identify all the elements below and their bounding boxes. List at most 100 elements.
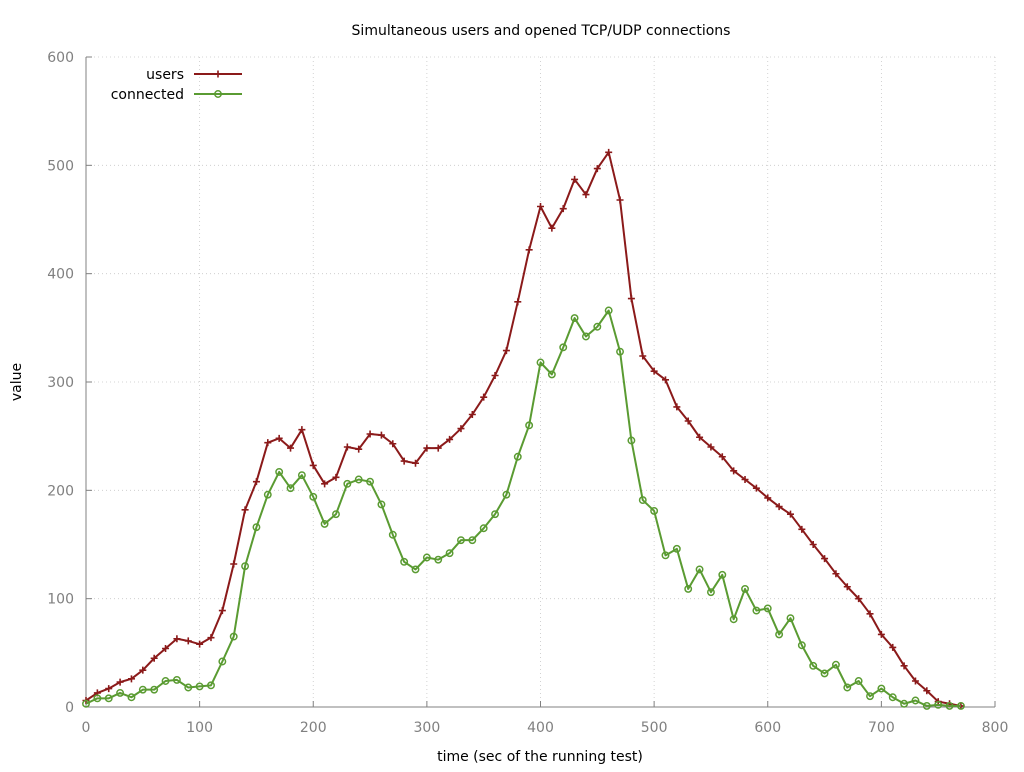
- connected-point: [900, 699, 909, 708]
- connected-point: [752, 606, 761, 615]
- x-tick-label: 100: [186, 720, 213, 736]
- users-point: [627, 295, 635, 303]
- users-point: [150, 654, 158, 662]
- series-users: [82, 148, 965, 710]
- users-point: [207, 634, 215, 642]
- connected-point: [366, 477, 375, 486]
- connected-point: [866, 692, 874, 701]
- connected-point: [491, 510, 499, 519]
- users-point: [775, 503, 783, 511]
- connected-point: [195, 682, 204, 691]
- connected-point: [604, 306, 613, 315]
- users-point: [730, 467, 738, 475]
- x-tick-label: 800: [982, 720, 1009, 736]
- connected-point: [184, 683, 193, 692]
- users-point: [673, 403, 681, 411]
- users-point: [162, 645, 170, 652]
- y-tick-label: 400: [47, 267, 74, 283]
- legend-item-connected: connected: [111, 87, 242, 103]
- connected-point: [661, 551, 670, 560]
- connected-point: [161, 677, 170, 685]
- users-point: [889, 643, 897, 651]
- users-point: [446, 435, 454, 443]
- connected-point: [309, 492, 318, 501]
- users-point: [877, 630, 885, 638]
- users-point: [809, 541, 817, 548]
- connected-point: [775, 630, 784, 639]
- users-point: [389, 440, 397, 448]
- connected-point: [559, 343, 568, 352]
- connected-point: [911, 696, 920, 705]
- connected-point: [570, 314, 579, 323]
- connected-point: [547, 370, 556, 379]
- users-point: [593, 165, 601, 173]
- users-point: [855, 595, 863, 603]
- connected-point: [422, 553, 431, 562]
- users-point: [548, 224, 556, 232]
- y-tick-label: 300: [47, 375, 74, 391]
- legend-label: users: [146, 67, 184, 83]
- connected-point: [718, 570, 727, 579]
- connected-point: [854, 677, 863, 685]
- users-point: [525, 246, 533, 254]
- users-point: [184, 637, 192, 645]
- users-point: [616, 196, 624, 204]
- connected-point: [150, 685, 159, 694]
- users-point: [252, 478, 260, 486]
- connected-point: [400, 557, 409, 566]
- users-point: [514, 298, 522, 306]
- users-point: [139, 666, 147, 674]
- users-point: [650, 367, 658, 375]
- grid: [85, 56, 996, 708]
- connected-point: [445, 549, 454, 558]
- connected-point: [457, 536, 465, 545]
- users-point: [127, 675, 135, 683]
- connected-point: [536, 358, 545, 367]
- x-tick-label: 600: [754, 720, 781, 736]
- connected-point: [127, 693, 136, 702]
- y-tick-label: 200: [47, 483, 74, 499]
- connected-point: [275, 467, 284, 476]
- connected-point: [809, 661, 818, 670]
- users-point: [218, 607, 226, 615]
- users-point: [502, 347, 510, 355]
- connected-point: [263, 490, 272, 499]
- connected-point: [468, 536, 477, 545]
- users-point: [821, 555, 829, 563]
- users-point: [230, 560, 238, 568]
- connected-point: [888, 693, 897, 702]
- connected-point: [672, 544, 681, 553]
- x-axis-label: time (sec of the running test): [437, 749, 643, 765]
- connected-point: [616, 347, 624, 356]
- users-point: [366, 430, 374, 438]
- users-point: [866, 610, 874, 618]
- users-point: [400, 457, 408, 465]
- connected-point: [650, 506, 659, 515]
- x-tick-label: 400: [527, 720, 554, 736]
- users-point: [241, 506, 249, 514]
- users-point: [537, 203, 544, 210]
- users-point: [696, 433, 704, 441]
- legend-marker: [214, 90, 222, 98]
- connected-point: [229, 632, 238, 641]
- users-point: [287, 444, 295, 452]
- connected-point: [172, 675, 181, 684]
- users-point: [480, 393, 488, 401]
- connected-point: [320, 519, 329, 528]
- users-point: [684, 417, 692, 425]
- connected-point: [684, 584, 693, 593]
- x-tick-label: 700: [868, 720, 895, 736]
- y-tick-label: 600: [47, 50, 74, 66]
- x-tick-label: 500: [641, 720, 668, 736]
- connected-point: [627, 436, 636, 445]
- users-point: [434, 444, 442, 452]
- connected-point: [297, 471, 306, 480]
- users-point: [196, 640, 204, 648]
- connected-point: [638, 496, 647, 505]
- users-point: [275, 434, 283, 442]
- users-point: [605, 148, 613, 156]
- connected-point: [388, 530, 397, 539]
- users-point: [923, 687, 931, 695]
